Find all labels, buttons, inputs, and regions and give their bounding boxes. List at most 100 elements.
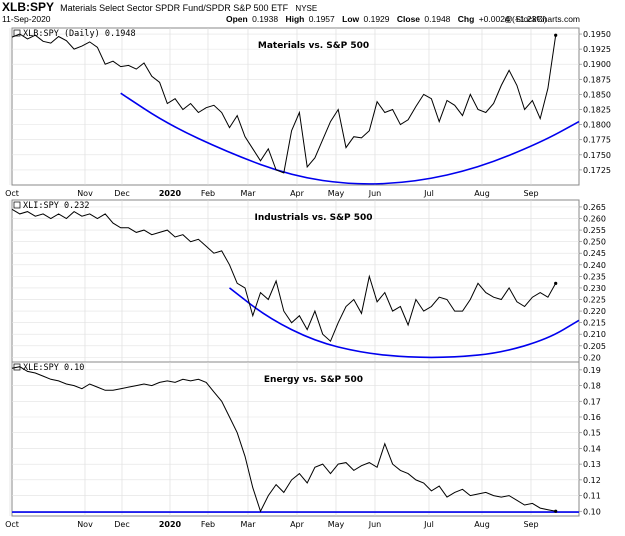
open-value: 0.1938 [252,14,278,24]
y-tick-label: 0.245 [583,249,606,258]
panel-2: 0.20 0.205 0.210 0.215 0.220 0.225 0.230 0.235 0… [9,199,606,363]
x-tick-label: Dec [114,520,129,529]
y-tick-label: 0.240 [583,261,606,270]
y-tick-label: 0.210 [583,330,606,339]
x-tick-label: Oct [5,520,19,529]
panel-frame [11,199,580,363]
y-tick-label: 0.220 [583,307,606,316]
x-tick-label: Nov [77,520,93,529]
x-tick-label: May [328,189,345,198]
x-tick-label: May [328,520,345,529]
y-tick-label: 0.17 [583,397,601,406]
series-legend-swatch [13,29,21,37]
svg-text:XLB:SPY Materials Sele: XLB:SPY Materials Select Sector SPDR Fun… [2,0,317,14]
y-tick-label: 0.20 [583,353,601,362]
y-tick-label: 0.10 [583,507,601,516]
y-tick-label: 0.19 [583,366,601,375]
y-tick-label: 0.260 [583,215,606,224]
trend-curve [229,287,580,359]
stockcharts-watermark: @ StockCharts.com [504,14,580,24]
y-tick-label: 0.1800 [583,121,611,130]
panel-title: Industrials vs. S&P 500 [254,213,372,223]
high-label: High [285,14,304,24]
y-tick-label: 0.18 [583,382,601,391]
x-tick-label: Mar [240,189,256,198]
series-label: XLI:SPY 0.232 [23,201,90,211]
x-tick-label: Jun [368,189,382,198]
y-tick-label: 0.14 [583,444,601,453]
y-tick-label: 0.1950 [583,30,611,39]
chart-header: XLB:SPY Materials Select Sector SPDR Fun… [2,0,580,24]
x-tick-label: Mar [240,520,256,529]
series-label: XLB:SPY (Daily) 0.1948 [23,29,136,39]
series-legend-swatch [13,201,21,209]
header-symbol: XLB:SPY [2,0,54,14]
svg-text:Open 0.1938 Hi: Open 0.1938 High 0.1957 Low 0.1929 Close… [226,14,547,24]
x-tick-label: Feb [201,520,215,529]
y-tick-label: 0.215 [583,319,606,328]
y-tick-label: 0.1775 [583,136,611,145]
x-tick-label: Sep [523,520,538,529]
header-exchange: NYSE [295,4,317,13]
y-tick-label: 0.16 [583,413,601,422]
last-value-marker [554,281,558,285]
chg-value: +0.0024 (+1.23%) [479,14,547,24]
panel-frame [11,27,580,186]
x-tick-label: Apr [290,520,305,529]
series-legend-swatch [13,363,21,371]
y-tick-label: 0.13 [583,460,601,469]
panel-title: Materials vs. S&P 500 [258,41,369,51]
close-label: Close [397,14,420,24]
y-tick-label: 0.12 [583,476,601,485]
last-value-marker [554,33,558,37]
last-value-marker [554,509,558,513]
low-value: 0.1929 [364,14,390,24]
x-tick-label: Jul [423,520,434,529]
x-tick-label: Jul [423,189,434,198]
ratio-line [11,366,556,513]
panel-3: 0.10 0.11 0.12 0.13 0.14 0.15 0.16 0.17 0.18 0.19… [5,361,601,529]
chg-label: Chg [458,14,475,24]
y-tick-label: 0.250 [583,238,606,247]
y-tick-label: 0.11 [583,492,601,501]
series-label: XLE:SPY 0.10 [23,363,84,373]
x-tick-label: Jun [368,520,382,529]
y-tick-label: 0.1900 [583,60,611,69]
y-tick-label: 0.15 [583,429,601,438]
y-tick-label: 0.255 [583,226,606,235]
panel-1: 0.1725 0.1750 0.1775 0.1800 0.1825 0.1850 0.18… [5,27,611,198]
y-tick-label: 0.1875 [583,75,611,84]
low-label: Low [342,14,359,24]
panel-frame [11,361,580,517]
y-tick-label: 0.265 [583,203,606,212]
high-value: 0.1957 [309,14,335,24]
close-value: 0.1948 [424,14,450,24]
x-tick-label: Aug [474,520,490,529]
y-tick-label: 0.1925 [583,45,611,54]
x-tick-label: 2020 [159,520,182,529]
header-description: Materials Select Sector SPDR Fund/SPDR S… [60,3,288,13]
y-tick-label: 0.1725 [583,166,611,175]
x-tick-label: Sep [523,189,538,198]
header-date: 11-Sep-2020 [2,14,51,24]
panel-title: Energy vs. S&P 500 [264,375,363,385]
y-tick-label: 0.1750 [583,151,611,160]
y-tick-label: 0.235 [583,272,606,281]
y-tick-label: 0.1825 [583,106,611,115]
x-tick-label: Oct [5,189,19,198]
x-tick-label: Nov [77,189,93,198]
chart-panels: 0.1725 0.1750 0.1775 0.1800 0.1825 0.1850 0.18… [5,27,611,529]
open-label: Open [226,14,248,24]
y-tick-label: 0.230 [583,284,606,293]
x-tick-label: Feb [201,189,215,198]
x-tick-label: Aug [474,189,490,198]
y-tick-label: 0.225 [583,296,606,305]
y-tick-label: 0.1850 [583,90,611,99]
x-tick-label: 2020 [159,189,182,198]
ratio-line [11,208,557,343]
y-tick-label: 0.205 [583,342,606,351]
trend-curve [120,92,580,185]
x-tick-label: Dec [114,189,129,198]
